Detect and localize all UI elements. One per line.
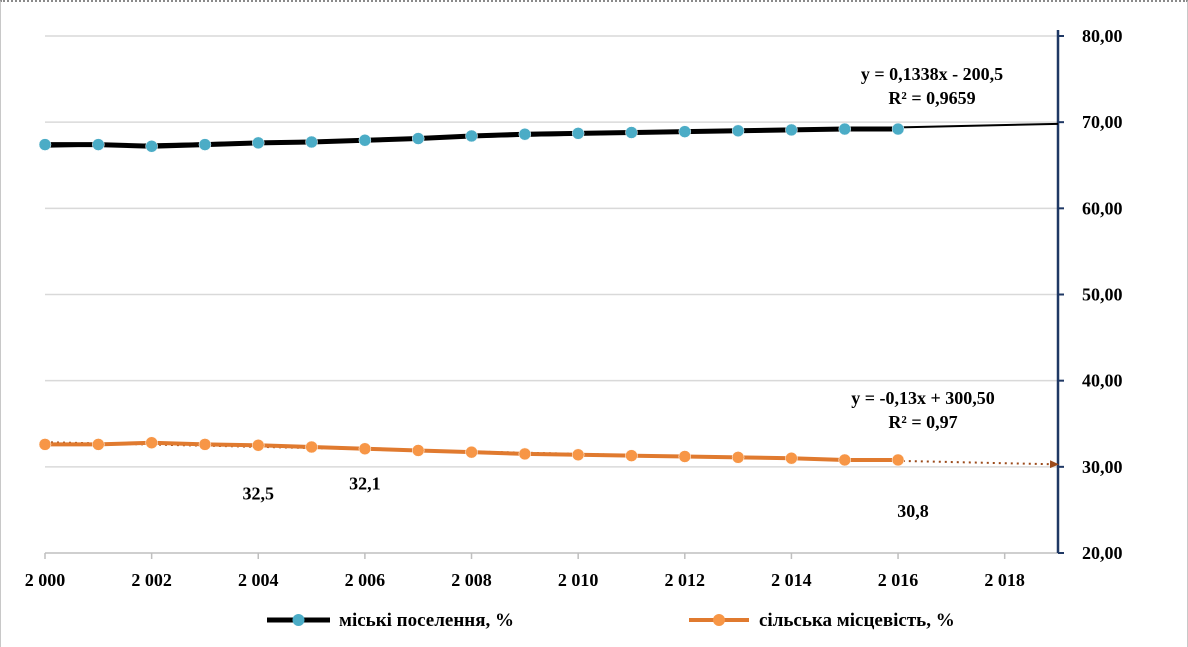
data-point bbox=[625, 449, 638, 462]
data-point bbox=[678, 125, 692, 138]
trendline-equation: y = -0,13x + 300,50 bbox=[851, 388, 995, 408]
data-point bbox=[252, 136, 265, 150]
x-tick-label: 2 010 bbox=[558, 570, 599, 590]
y-tick-label: 40,00 bbox=[1082, 371, 1123, 391]
data-point bbox=[38, 138, 52, 151]
data-point bbox=[38, 438, 52, 451]
y-tick-label: 30,00 bbox=[1082, 457, 1123, 477]
x-tick-label: 2 016 bbox=[878, 570, 919, 590]
data-point bbox=[145, 436, 158, 449]
trendline-equation: y = 0,1338x - 200,5 bbox=[861, 64, 1003, 84]
data-point bbox=[305, 135, 318, 149]
data-point bbox=[358, 442, 372, 455]
y-tick-label: 70,00 bbox=[1082, 112, 1123, 132]
data-label: 32,1 bbox=[349, 474, 381, 494]
data-point bbox=[358, 134, 372, 147]
y-tick-label: 50,00 bbox=[1082, 285, 1123, 305]
data-point bbox=[571, 448, 585, 462]
data-point bbox=[785, 451, 798, 465]
y-tick-label: 60,00 bbox=[1082, 198, 1123, 218]
data-point bbox=[731, 124, 745, 138]
y-tick-label: 80,00 bbox=[1082, 26, 1123, 46]
y-tick-label: 20,00 bbox=[1082, 543, 1123, 563]
data-point bbox=[518, 127, 532, 141]
data-label: 32,5 bbox=[243, 483, 275, 503]
data-point bbox=[625, 126, 638, 139]
data-point bbox=[678, 450, 692, 463]
legend-marker-0 bbox=[292, 614, 305, 626]
data-point bbox=[838, 122, 851, 136]
data-point bbox=[411, 132, 425, 145]
trendline-r2: R² = 0,9659 bbox=[888, 88, 975, 108]
x-tick-label: 2 006 bbox=[345, 570, 386, 590]
data-point bbox=[465, 445, 478, 459]
data-point bbox=[465, 129, 478, 143]
x-tick-label: 2 000 bbox=[25, 570, 66, 590]
x-tick-label: 2 012 bbox=[665, 570, 706, 590]
data-point bbox=[785, 123, 798, 137]
data-point bbox=[891, 453, 905, 467]
data-point bbox=[252, 439, 265, 452]
data-point bbox=[518, 447, 532, 461]
x-tick-label: 2 014 bbox=[771, 570, 812, 590]
legend-label-1: сільська місцевість, % bbox=[759, 610, 955, 631]
data-point bbox=[198, 438, 212, 451]
x-tick-label: 2 018 bbox=[984, 570, 1025, 590]
legend-marker-1 bbox=[713, 614, 725, 626]
data-point bbox=[838, 453, 851, 467]
data-point bbox=[145, 140, 158, 153]
data-point bbox=[198, 138, 212, 151]
data-point bbox=[411, 444, 425, 457]
x-tick-label: 2 002 bbox=[131, 570, 172, 590]
data-point bbox=[731, 451, 745, 464]
data-point bbox=[305, 440, 318, 454]
data-point bbox=[92, 438, 105, 451]
data-point bbox=[92, 138, 105, 151]
x-tick-label: 2 008 bbox=[451, 570, 492, 590]
data-point bbox=[571, 127, 585, 140]
x-tick-label: 2 004 bbox=[238, 570, 279, 590]
trendline-r2: R² = 0,97 bbox=[888, 412, 957, 432]
data-label: 30,8 bbox=[897, 501, 929, 521]
data-point bbox=[891, 122, 905, 136]
legend-label-0: міські поселення, % bbox=[339, 610, 514, 631]
